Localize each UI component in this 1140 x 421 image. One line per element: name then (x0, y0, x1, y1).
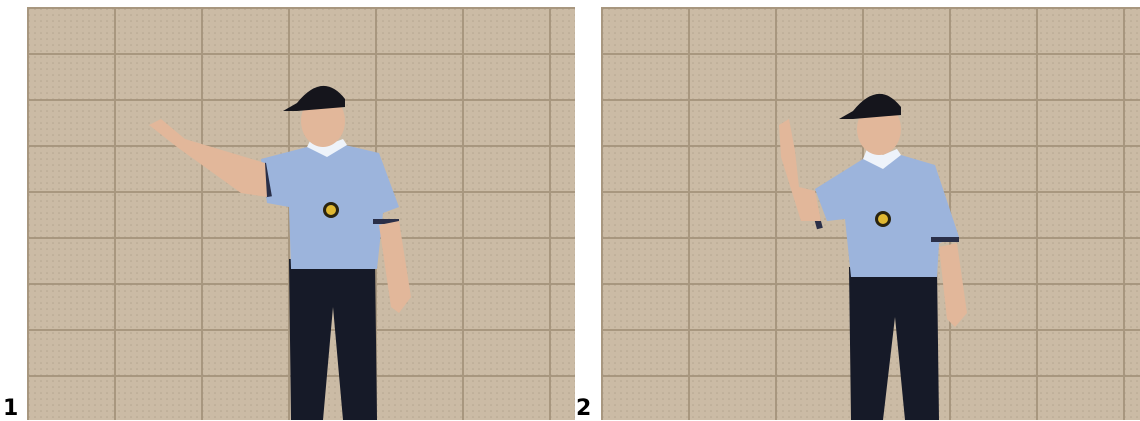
umpire-photo-1 (27, 7, 575, 420)
photo-panel-2 (601, 7, 1140, 420)
umpire-figure (149, 85, 411, 420)
photo-panel-1 (27, 7, 575, 420)
umpire-photo-2 (601, 7, 1140, 420)
panel-number-1: 1 (3, 396, 19, 421)
panel-number-2: 2 (576, 396, 592, 421)
umpire-figure (779, 93, 967, 420)
